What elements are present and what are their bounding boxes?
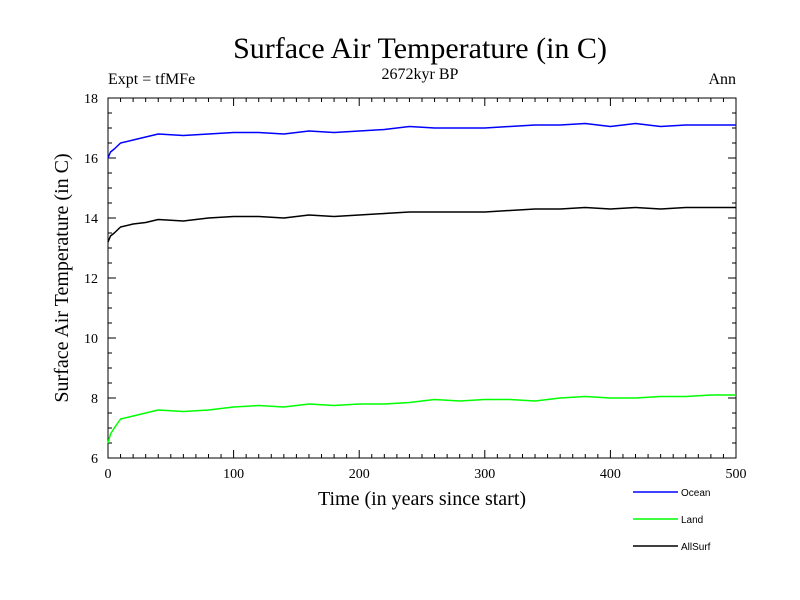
- legend-label-land: Land: [681, 515, 703, 526]
- y-tick-label: 10: [84, 332, 98, 347]
- y-tick-label: 6: [91, 452, 98, 467]
- y-tick-label: 18: [84, 92, 98, 107]
- chart-title: Surface Air Temperature (in C): [233, 32, 607, 65]
- season-label: Ann: [708, 71, 736, 88]
- series-line-allsurf: [107, 206, 736, 243]
- legend-label-allsurf: AllSurf: [681, 542, 711, 553]
- series-group: [107, 122, 736, 444]
- y-axis-ticks: 6 8 10 12 14 16 18: [84, 92, 736, 467]
- x-tick-label: 500: [726, 467, 747, 482]
- x-tick-label: 0: [105, 467, 112, 482]
- series-line-land: [107, 394, 736, 444]
- x-axis-label: Time (in years since start): [318, 488, 526, 510]
- y-tick-label: 12: [84, 272, 98, 287]
- y-tick-label: 16: [84, 152, 98, 167]
- x-tick-label: 100: [223, 467, 244, 482]
- plot-frame: [107, 97, 737, 459]
- x-tick-label: 300: [474, 467, 495, 482]
- chart-subtitle: 2672kyr BP: [382, 66, 459, 83]
- minor-ticks: [108, 98, 736, 458]
- series-line-ocean: [107, 122, 736, 159]
- y-tick-label: 14: [84, 212, 98, 227]
- legend: Ocean Land AllSurf: [633, 488, 711, 553]
- y-tick-label: 8: [91, 392, 98, 407]
- x-axis-ticks: 0 100 200 300 400 500: [105, 98, 747, 482]
- legend-label-ocean: Ocean: [681, 488, 710, 499]
- x-tick-label: 400: [600, 467, 621, 482]
- x-tick-label: 200: [349, 467, 370, 482]
- y-axis-label: Surface Air Temperature (in C): [51, 153, 73, 402]
- experiment-label: Expt = tfMFe: [108, 71, 195, 88]
